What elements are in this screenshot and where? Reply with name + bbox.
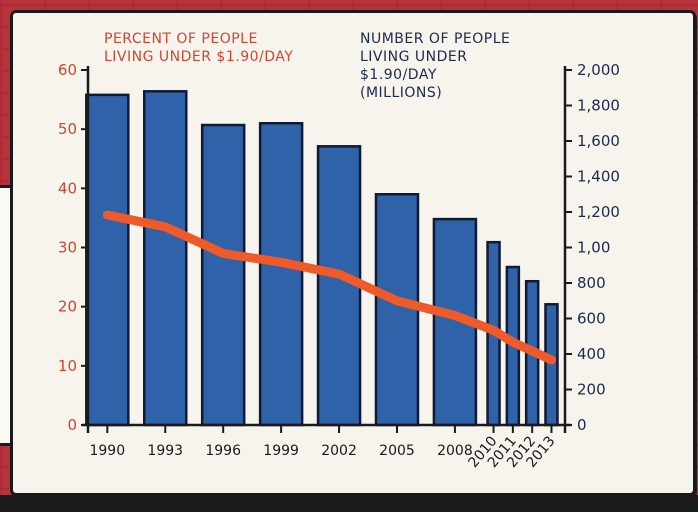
- x-tick-label-2008: 2008: [437, 443, 473, 459]
- right-tick-label-8: 1,600: [577, 132, 620, 150]
- right-tick-label-6: 1,200: [577, 203, 620, 221]
- x-tick-label-1999: 1999: [263, 443, 299, 459]
- right-axis-label-line2: LIVING UNDER: [360, 49, 467, 65]
- x-tick-label-2002: 2002: [321, 443, 357, 459]
- right-tick-label-4: 800: [577, 274, 606, 292]
- x-tick-label-2005: 2005: [379, 443, 415, 459]
- left-tick-label-50: 50: [58, 120, 77, 138]
- left-tick-label-20: 20: [58, 298, 77, 316]
- right-tick-label-0: 0: [577, 416, 587, 434]
- right-axis-label-line1: NUMBER OF PEOPLE: [360, 31, 510, 47]
- right-axis-label-line3: $1.90/DAY: [360, 67, 437, 83]
- bar-1990: [85, 93, 130, 427]
- line-series: [102, 210, 556, 365]
- right-tick-label-5: 1,00: [577, 239, 610, 257]
- left-tick-label-0: 0: [67, 416, 77, 434]
- x-tick-label-1996: 1996: [205, 443, 241, 459]
- right-tick-label-10: 2,000: [577, 61, 620, 79]
- right-tick-label-2: 400: [577, 345, 606, 363]
- right-tick-label-9: 1,800: [577, 97, 620, 115]
- right-tick-label-3: 600: [577, 310, 606, 328]
- right-tick-label-1: 200: [577, 381, 606, 399]
- right-tick-label-7: 1,400: [577, 168, 620, 186]
- left-axis-label-line2: LIVING UNDER $1.90/DAY: [104, 49, 293, 65]
- left-tick-label-10: 10: [58, 357, 77, 375]
- bar-1996: [200, 123, 246, 427]
- bar-1999: [258, 122, 304, 427]
- bottom-strip: [0, 495, 698, 512]
- x-tick-label-1990: 1990: [89, 443, 125, 459]
- left-tick-label-60: 60: [58, 61, 77, 79]
- left-tick-label-40: 40: [58, 179, 77, 197]
- bar-2005: [374, 193, 420, 427]
- bar-1993: [142, 90, 188, 427]
- bar-2002: [316, 145, 362, 427]
- bar-series: [85, 90, 559, 427]
- left-axis-label-line1: PERCENT OF PEOPLE: [104, 31, 258, 47]
- left-tick-label-30: 30: [58, 239, 77, 257]
- right-axis-label-line4: (MILLIONS): [360, 85, 442, 101]
- x-tick-label-1993: 1993: [147, 443, 183, 459]
- bar-2013: [544, 303, 559, 427]
